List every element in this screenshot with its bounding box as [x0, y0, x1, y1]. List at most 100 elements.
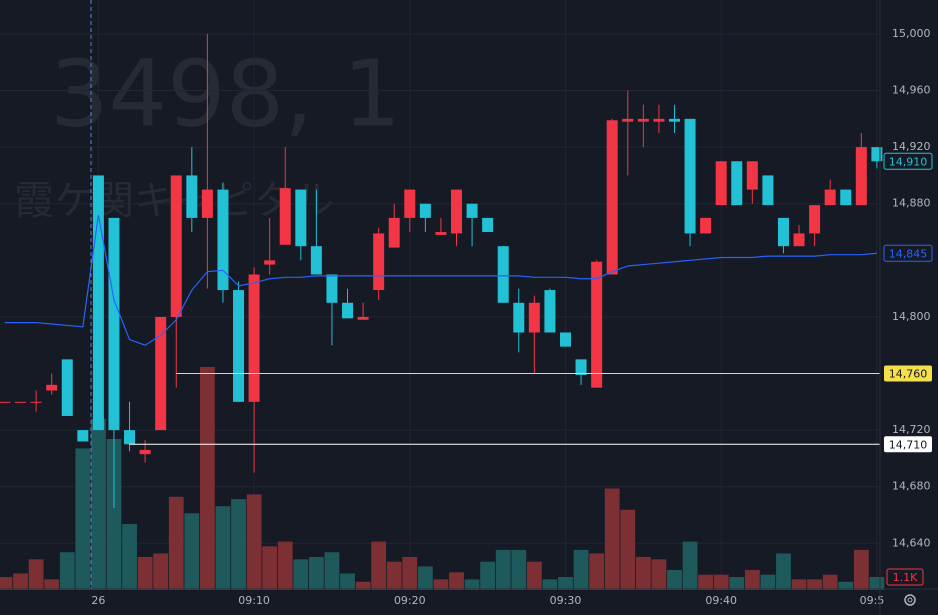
candle-body: [451, 189, 463, 234]
settings-icon[interactable]: [904, 594, 916, 606]
volume-bar: [246, 494, 262, 590]
candle-body: [653, 118, 665, 122]
volume-badge: [886, 568, 924, 586]
volume-bar: [122, 523, 137, 590]
candle-body: [155, 316, 167, 431]
candle-body: [731, 161, 743, 206]
x-tick-label: 09:30: [550, 594, 582, 607]
x-tick-label: 26: [91, 594, 105, 607]
volume-bar: [760, 574, 776, 590]
candle-body: [15, 401, 27, 403]
candle-body: [186, 175, 198, 218]
volume-bar: [137, 556, 153, 590]
candle-body: [622, 118, 634, 122]
value-badge-label: 14,845: [889, 247, 928, 260]
volume-bar: [262, 546, 278, 590]
price-badge: [884, 365, 932, 382]
candle-body: [92, 175, 104, 431]
candle-body: [373, 233, 385, 291]
candle-body: [482, 217, 494, 233]
candle-body: [746, 161, 758, 190]
volume-bar: [184, 513, 200, 590]
candle-body: [61, 359, 73, 416]
volume-bar: [293, 559, 309, 590]
candle-body: [248, 274, 260, 402]
candle-body: [170, 175, 182, 317]
candle-body: [419, 203, 431, 218]
volume-bar: [480, 561, 496, 590]
candle-body: [559, 332, 571, 347]
y-tick-label: 14,920: [892, 140, 931, 153]
x-tick-label: 09:40: [705, 594, 737, 607]
watermark-symbol: 3498, 1: [50, 40, 401, 147]
volume-bar: [713, 574, 729, 590]
candle-body: [46, 384, 58, 391]
volume-bar: [402, 556, 418, 590]
volume-bar: [0, 577, 13, 590]
volume-bar: [324, 552, 340, 590]
candle-body: [466, 203, 478, 218]
volume-bar: [573, 549, 589, 590]
candle-body: [342, 302, 354, 319]
moving-average-line: [4, 214, 877, 346]
volume-bar: [44, 579, 60, 590]
volume-bar: [371, 541, 387, 590]
volume-bar: [620, 509, 636, 590]
volume-bar: [838, 581, 854, 590]
candle-body: [544, 290, 556, 333]
volume-bar: [682, 541, 698, 590]
volume-bar: [215, 506, 231, 590]
candle-body: [0, 401, 11, 403]
volume-bar: [776, 553, 791, 590]
candle-body: [279, 188, 291, 245]
volume-bar: [231, 499, 246, 590]
volume-bar: [449, 572, 464, 590]
volume-bar: [791, 579, 807, 590]
volume-bar: [340, 573, 355, 590]
volume-bar: [91, 418, 106, 590]
x-tick-label: 09:10: [238, 594, 270, 607]
volume-bar: [698, 574, 714, 590]
candle-body: [295, 189, 307, 247]
x-tick-label: 09:5: [860, 594, 885, 607]
volume-bar: [495, 549, 511, 590]
candle-body: [840, 189, 852, 206]
volume-bar: [542, 579, 558, 590]
candle-body: [326, 274, 338, 303]
candle-body: [264, 260, 276, 265]
y-tick-label: 14,680: [892, 480, 931, 493]
candle-body: [108, 217, 120, 431]
volume-bar: [106, 438, 122, 590]
candle-body: [435, 232, 447, 235]
candle-body: [809, 205, 821, 234]
candle-body: [824, 189, 836, 206]
volume-bar: [13, 573, 28, 590]
candle-body: [637, 118, 649, 122]
volume-badge-label: 1.1K: [893, 571, 918, 584]
y-tick-label: 14,960: [892, 84, 931, 97]
volume-bar: [59, 552, 75, 590]
candle-body: [357, 316, 369, 320]
volume-bar: [153, 553, 169, 590]
candle-body: [404, 189, 416, 218]
candle-body: [388, 217, 400, 248]
volume-bar: [28, 559, 44, 590]
volume-bar: [635, 556, 651, 590]
volume-bar: [511, 549, 527, 590]
candle-body: [715, 161, 727, 206]
y-tick-label: 14,720: [892, 423, 931, 436]
volume-bar: [604, 488, 620, 590]
candle-body: [606, 120, 618, 275]
candle-body: [591, 261, 603, 388]
candle-body: [575, 359, 587, 375]
volume-bar: [822, 574, 838, 590]
candle-body: [77, 430, 89, 442]
candle-body: [684, 118, 696, 234]
value-badge-label: 14,910: [889, 155, 928, 168]
volume-bar: [433, 579, 449, 590]
volume-bar: [807, 579, 823, 590]
volume-bar: [729, 577, 745, 590]
candle-body: [139, 449, 151, 455]
